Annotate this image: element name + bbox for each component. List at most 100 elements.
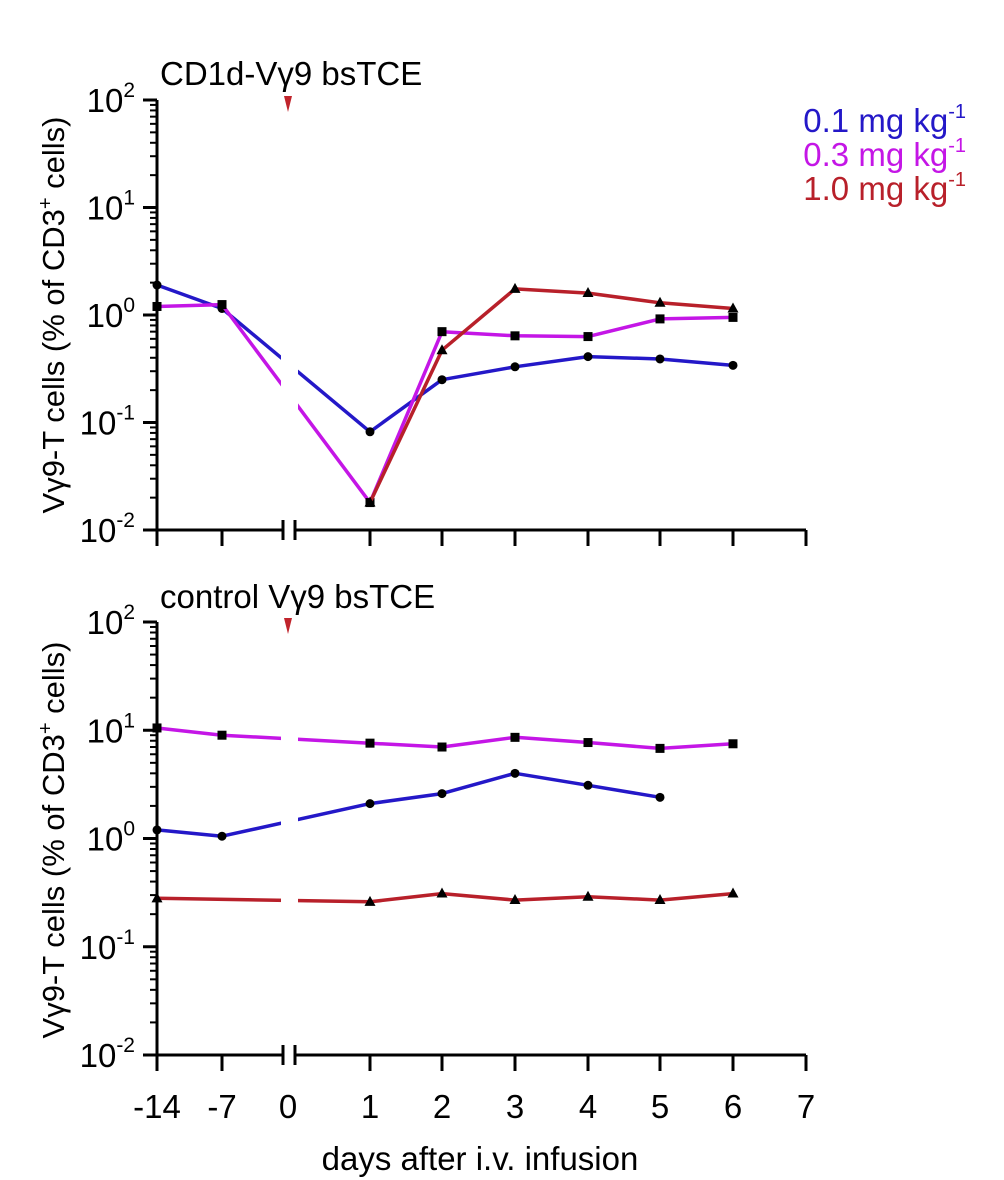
data-point bbox=[217, 831, 227, 841]
y-tick-label: 100 bbox=[87, 818, 135, 858]
y-tick-label: 101 bbox=[87, 187, 135, 227]
y-tick-base: 10 bbox=[87, 297, 124, 334]
y-tick-base: 10 bbox=[80, 929, 117, 966]
data-point bbox=[364, 895, 376, 906]
y-tick-label: 102 bbox=[87, 79, 135, 119]
y-tick-base: 10 bbox=[87, 712, 124, 749]
data-point bbox=[217, 300, 227, 310]
series-line bbox=[156, 726, 734, 751]
y-tick-base: 10 bbox=[87, 604, 124, 641]
series-line bbox=[368, 287, 734, 504]
series-line bbox=[156, 302, 734, 505]
y-tick-exp: -1 bbox=[116, 402, 135, 425]
y-tick-exp: 2 bbox=[123, 601, 135, 624]
y-tick-label: 101 bbox=[87, 709, 135, 749]
y-tick-base: 10 bbox=[80, 405, 117, 442]
data-point bbox=[654, 894, 666, 905]
svg-text:Vγ9-T cells (% of CD3+ cells): Vγ9-T cells (% of CD3+ cells) bbox=[35, 642, 71, 1039]
y-tick-exp: 1 bbox=[123, 709, 135, 732]
data-point bbox=[437, 375, 447, 385]
data-point bbox=[152, 825, 162, 835]
data-point bbox=[217, 730, 227, 740]
data-point bbox=[582, 287, 594, 298]
data-point bbox=[510, 362, 520, 372]
infusion-marker bbox=[284, 618, 292, 634]
legend-text: 0.1 mg kg bbox=[803, 102, 948, 139]
axis-break-gap bbox=[281, 642, 298, 1045]
data-point bbox=[509, 894, 521, 905]
y-tick-exp: 1 bbox=[123, 187, 135, 210]
series-line bbox=[156, 283, 734, 434]
data-point bbox=[152, 280, 162, 290]
data-point bbox=[510, 768, 520, 778]
y-tick-label: 102 bbox=[87, 601, 135, 641]
panel-cd1d: CD1d-Vγ9 bsTCE Vγ9-T cells (% of CD3+ ce… bbox=[35, 55, 808, 549]
data-point bbox=[582, 890, 594, 901]
data-point bbox=[152, 723, 162, 733]
x-tick-label: 2 bbox=[433, 1088, 451, 1125]
y-tick-label: 10-2 bbox=[80, 509, 135, 549]
x-tick-label: 7 bbox=[797, 1088, 815, 1125]
x-tick-label: -14 bbox=[133, 1088, 181, 1125]
y-tick-base: 10 bbox=[87, 82, 124, 119]
y-tick-base: 10 bbox=[87, 190, 124, 227]
y-tick-label: 10-1 bbox=[80, 402, 135, 442]
x-tick-label: -7 bbox=[207, 1088, 236, 1125]
data-point bbox=[655, 792, 665, 802]
data-point bbox=[583, 332, 593, 342]
panel-title: control Vγ9 bsTCE bbox=[160, 578, 435, 615]
x-tick-label: 0 bbox=[279, 1088, 297, 1125]
data-point bbox=[364, 496, 376, 507]
data-point bbox=[509, 282, 521, 293]
y-axis-label: Vγ9-T cells (% of CD3+ cells) bbox=[35, 642, 71, 1039]
data-point bbox=[437, 742, 447, 752]
y-tick-exp: -2 bbox=[116, 1034, 135, 1057]
data-point bbox=[654, 296, 666, 307]
data-point bbox=[728, 312, 738, 322]
y-tick-label: 10-1 bbox=[80, 926, 135, 966]
data-point bbox=[655, 354, 665, 364]
legend-entry: 0.3 mg kg-1 bbox=[803, 135, 966, 173]
data-point bbox=[728, 360, 738, 370]
legend-sup: -1 bbox=[948, 135, 966, 157]
svg-text:Vγ9-T cells (% of CD3+ cells): Vγ9-T cells (% of CD3+ cells) bbox=[35, 117, 71, 514]
data-point bbox=[437, 789, 447, 799]
legend-entry: 0.1 mg kg-1 bbox=[803, 101, 966, 139]
panel-title: CD1d-Vγ9 bsTCE bbox=[160, 55, 422, 92]
data-point bbox=[365, 799, 375, 809]
legend-text: 1.0 mg kg bbox=[803, 170, 948, 207]
y-tick-exp: -2 bbox=[116, 509, 135, 532]
legend-text: 0.3 mg kg bbox=[803, 136, 948, 173]
y-tick-base: 10 bbox=[87, 821, 124, 858]
data-point bbox=[365, 738, 375, 748]
panel-control: control Vγ9 bsTCE Vγ9-T cells (% of CD3+… bbox=[35, 578, 808, 1074]
y-axis-label: Vγ9-T cells (% of CD3+ cells) bbox=[35, 117, 71, 514]
data-point bbox=[151, 892, 163, 903]
data-point bbox=[583, 738, 593, 748]
x-axis-label: days after i.v. infusion bbox=[322, 1140, 639, 1177]
y-tick-label: 100 bbox=[87, 294, 135, 334]
y-tick-exp: -1 bbox=[116, 926, 135, 949]
infusion-marker bbox=[284, 96, 292, 112]
data-point bbox=[436, 887, 448, 898]
y-tick-base: 10 bbox=[80, 512, 117, 549]
data-point bbox=[728, 739, 738, 749]
data-point bbox=[510, 331, 520, 341]
y-tick-exp: 0 bbox=[123, 818, 135, 841]
y-tick-exp: 2 bbox=[123, 79, 135, 102]
data-point bbox=[436, 344, 448, 355]
x-tick-label: 3 bbox=[506, 1088, 524, 1125]
data-point bbox=[365, 427, 375, 437]
y-tick-label: 10-2 bbox=[80, 1034, 135, 1074]
x-tick-label: 6 bbox=[724, 1088, 742, 1125]
legend-sup: -1 bbox=[948, 169, 966, 191]
axis-break-gap bbox=[281, 120, 298, 520]
data-point bbox=[510, 732, 520, 742]
legend: 0.1 mg kg-10.3 mg kg-11.0 mg kg-1 bbox=[803, 101, 966, 207]
x-tick-label: 4 bbox=[579, 1088, 597, 1125]
legend-entry: 1.0 mg kg-1 bbox=[803, 169, 966, 207]
y-tick-base: 10 bbox=[80, 1037, 117, 1074]
y-tick-exp: 0 bbox=[123, 294, 135, 317]
data-point bbox=[583, 780, 593, 790]
